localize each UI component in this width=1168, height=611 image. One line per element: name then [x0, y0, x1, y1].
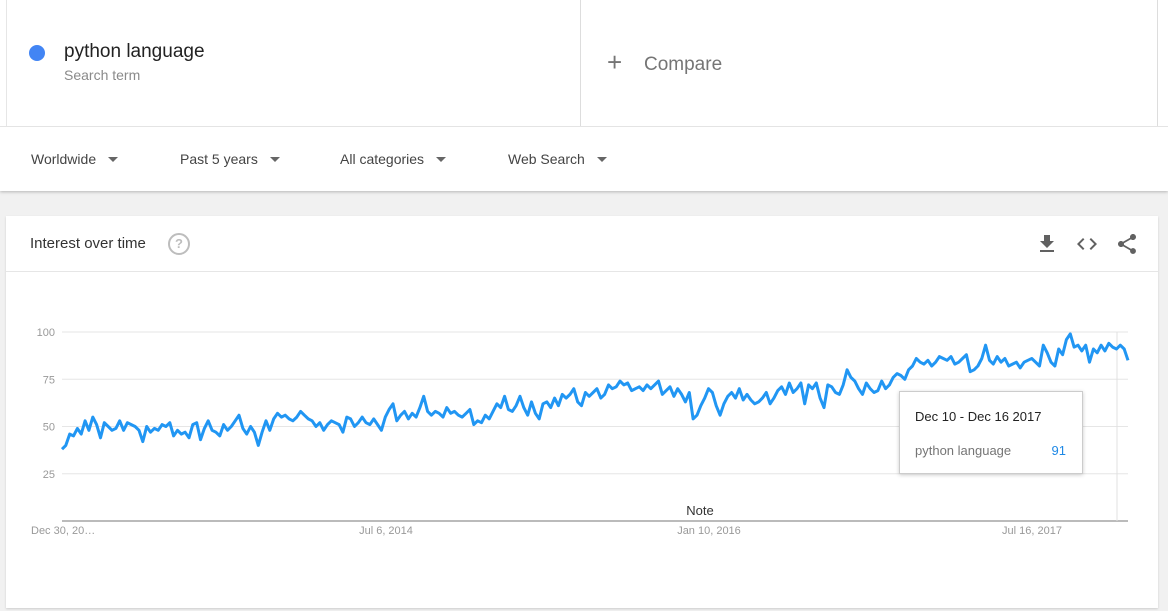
note-annotation[interactable]: Note	[686, 503, 713, 518]
x-tick-label: Jul 16, 2017	[1002, 525, 1062, 537]
search-term-box[interactable]: python language Search term	[6, 0, 581, 126]
top-panel: python language Search term + Compare Wo…	[0, 0, 1168, 191]
time-range-label: Past 5 years	[180, 151, 258, 167]
compare-label: Compare	[644, 54, 723, 75]
y-tick-label: 50	[43, 422, 55, 434]
interest-over-time-card: Interest over time ? 25 50 75 100 Dec 30, 2…	[6, 216, 1158, 608]
card-title: Interest over time	[30, 235, 146, 252]
y-tick-label: 75	[43, 374, 55, 386]
x-tick-label: Jul 6, 2014	[359, 525, 413, 537]
caret-down-icon	[269, 157, 280, 162]
x-tick-label: Dec 30, 20…	[31, 525, 95, 537]
caret-down-icon	[108, 157, 119, 162]
search-type-dropdown[interactable]: Web Search	[508, 151, 607, 167]
tooltip-date: Dec 10 - Dec 16 2017	[915, 409, 1042, 424]
download-icon[interactable]	[1035, 232, 1059, 256]
term-color-dot	[29, 45, 45, 61]
y-axis-ticks: 25 50 75 100	[37, 327, 55, 481]
search-term-name[interactable]: python language	[64, 41, 205, 62]
series-line-python-language	[60, 332, 1130, 451]
search-term-subtitle: Search term	[64, 67, 141, 83]
y-tick-label: 25	[43, 469, 55, 481]
tooltip-value: 91	[1051, 443, 1066, 458]
help-icon[interactable]: ?	[168, 233, 190, 255]
filter-bar: Worldwide Past 5 years All categories We…	[0, 126, 1168, 192]
region-label: Worldwide	[31, 151, 97, 167]
caret-down-icon	[436, 157, 447, 162]
x-axis-ticks: Dec 30, 20… Jul 6, 2014 Jan 10, 2016 Jul 16…	[31, 525, 1062, 537]
x-tick-label: Jan 10, 2016	[677, 525, 741, 537]
region-dropdown[interactable]: Worldwide	[31, 151, 119, 167]
category-label: All categories	[340, 151, 425, 167]
y-tick-label: 100	[37, 327, 55, 339]
card-header: Interest over time ?	[6, 216, 1158, 272]
interest-chart[interactable]: 25 50 75 100 Dec 30, 20… Jul 6, 2014 Jan 10, …	[6, 272, 1158, 602]
category-dropdown[interactable]: All categories	[340, 151, 447, 167]
compare-button[interactable]: + Compare	[581, 0, 1158, 126]
tooltip-term: python language	[915, 443, 1012, 458]
caret-down-icon	[596, 157, 607, 162]
embed-icon[interactable]	[1075, 232, 1099, 256]
share-icon[interactable]	[1115, 232, 1139, 256]
plus-icon: +	[607, 47, 623, 77]
search-type-label: Web Search	[508, 151, 585, 167]
chart-tooltip: Dec 10 - Dec 16 2017 python language 91	[899, 391, 1083, 474]
time-range-dropdown[interactable]: Past 5 years	[180, 151, 280, 167]
